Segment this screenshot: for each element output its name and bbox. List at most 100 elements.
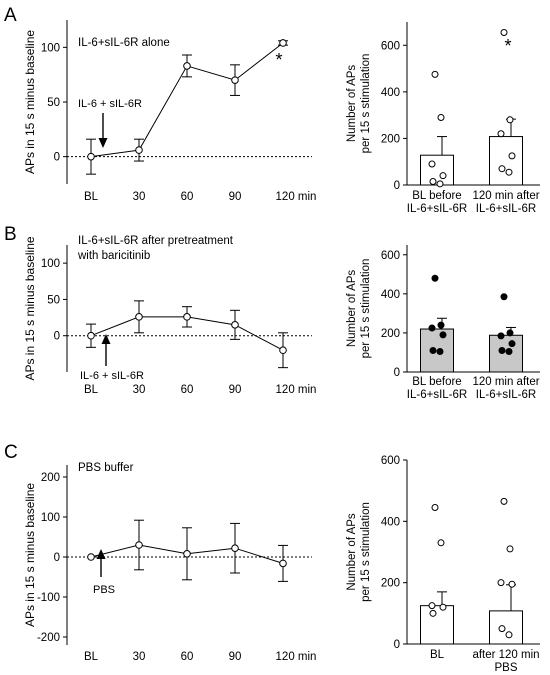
data-point [508,340,516,348]
panel-a-arrow: IL-6 + sIL-6R [78,98,142,148]
data-point [497,579,505,587]
y-tick-label: 200 [381,133,400,145]
panel-c-arrow-label: PBS [93,584,115,596]
data-point [279,346,287,355]
panel-a-bar-chart: 0 200 400 600 Number of APs per 15 s stimulat… [346,22,540,215]
data-point [498,165,506,173]
data-point [183,313,191,321]
data-point [437,113,445,121]
x-tick-label: 90 [229,191,242,203]
data-point [135,146,143,154]
y-tick-label: 100 [41,42,60,54]
y-tick-label: 0 [394,180,400,192]
data-point [439,603,447,611]
x-tick-label: 120 min [276,191,317,203]
data-point [135,541,143,549]
data-point [437,539,445,547]
y-tick-label: 100 [41,258,60,270]
y-tick-label: 50 [47,294,60,306]
data-point [428,324,436,332]
data-point [87,553,95,561]
y-tick-label: 200 [381,578,400,590]
category-label: BL [430,649,445,661]
data-point [497,332,505,340]
category-label: IL-6+sIL-6R [476,389,536,401]
y-axis-label-line1: Number of APs [346,270,358,348]
panel-c-title: PBS buffer [78,462,134,474]
data-point [428,160,436,168]
panel-b-arrow-label: IL-6 + sIL-6R [80,370,144,382]
panel-a-bar-star: * [504,36,511,56]
y-axis-label-line2: per 15 s stimulation [360,54,372,154]
panel-c-bar-chart: 0 200 400 600 Number of APs per 15 s stimulat… [346,455,540,674]
panel-b-title-line1: IL-6+sIL-6R after pretreatment [78,235,234,247]
data-point [429,178,437,186]
bar [489,610,523,645]
y-axis-label-line1: Number of APs [346,513,358,591]
panel-letter-a: A [4,5,17,26]
category-label: BL before [412,376,461,388]
x-tick-label: 60 [181,651,194,663]
data-point [431,70,439,78]
y-tick-label: 0 [54,331,60,343]
x-tick-label: BL [84,384,99,396]
data-point [429,347,437,355]
x-tick-label: 120 min [276,651,317,663]
data-point [436,180,444,188]
y-tick-label: 0 [54,552,60,564]
data-point [429,609,437,617]
data-point [500,497,508,505]
data-point [437,321,445,329]
bar [489,136,523,186]
data-point [279,39,287,47]
data-point [431,504,439,512]
panel-letter-c: C [4,442,18,463]
data-point [439,331,447,339]
y-tick-label: 200 [41,472,60,484]
data-point [183,62,191,70]
data-point [508,580,516,588]
y-axis-label-line1: Number of APs [346,65,358,143]
y-tick-label: 600 [381,250,400,262]
category-label: BL before [412,190,461,202]
y-tick-label: 400 [381,87,400,99]
bar [489,334,523,373]
panel-a-line-chart: 0 50 100 BL 30 60 90 120 min APs in 15 s minus b… [23,20,316,203]
panel-b-title-line2: with baricitinib [77,250,150,262]
data-point [506,545,514,553]
panel-c-line-chart: -200 -100 0 100 200 BL 30 60 90 120 min APs in 15 … [23,465,316,663]
panel-a-arrow-label: IL-6 + sIL-6R [78,98,142,110]
panel-b-line-chart: 0 50 100 BL 30 60 90 120 min APs in 15 s minus b… [23,236,316,396]
data-point [497,130,505,138]
y-axis-label-line2: per 15 s stimulation [360,502,372,602]
y-tick-label: 50 [47,97,60,109]
data-point [505,168,513,176]
data-point [506,116,514,124]
data-point [231,76,239,84]
x-tick-label: 30 [133,191,146,203]
y-axis-label: APs in 15 s minus baseline [23,236,37,380]
category-label: IL-6+sIL-6R [476,203,536,215]
x-tick-label: BL [84,191,99,203]
data-point [436,347,444,355]
x-tick-label: 90 [229,384,242,396]
category-label: IL-6+sIL-6R [407,389,467,401]
data-point [505,631,513,639]
data-point [183,550,191,558]
data-point [279,559,287,568]
data-point [87,152,95,161]
bar [420,154,454,186]
x-tick-label: 30 [133,651,146,663]
y-tick-label: 0 [394,367,400,379]
y-tick-label: -200 [37,632,60,644]
y-tick-label: 400 [381,516,400,528]
data-point [135,313,143,321]
data-point [231,321,239,329]
panel-b-arrow: IL-6 + sIL-6R [80,334,144,382]
data-point [505,347,513,355]
panel-c-arrow: PBS [93,549,115,596]
panel-a-line-star: * [275,50,282,70]
bar [420,605,454,645]
x-tick-label: 60 [181,191,194,203]
